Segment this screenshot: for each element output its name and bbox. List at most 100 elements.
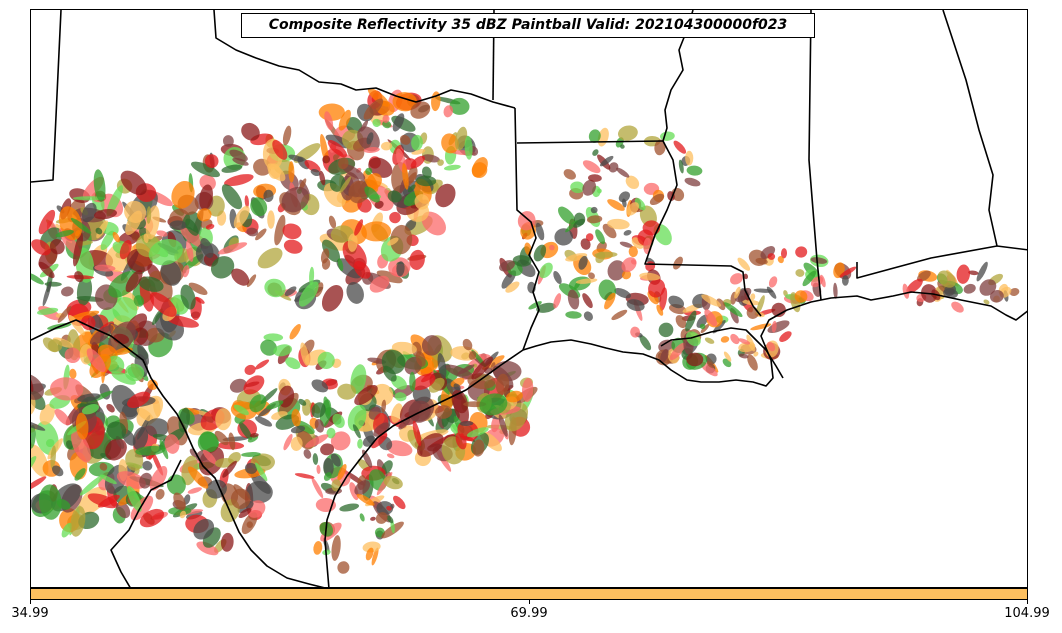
reflectivity-blob: [115, 501, 131, 519]
border-ar-la: [516, 140, 664, 144]
reflectivity-blob: [77, 393, 101, 402]
reflectivity-blob: [169, 220, 187, 231]
reflectivity-blob: [704, 309, 718, 327]
reflectivity-blob: [132, 426, 149, 450]
reflectivity-blob: [795, 246, 808, 258]
reflectivity-blob: [81, 202, 97, 223]
reflectivity-blob: [517, 211, 536, 231]
reflectivity-blob: [839, 266, 857, 278]
reflectivity-blob: [771, 302, 786, 318]
reflectivity-blob: [706, 361, 715, 369]
reflectivity-blob: [471, 356, 493, 380]
reflectivity-blob: [357, 438, 363, 449]
reflectivity-blob: [61, 286, 74, 297]
reflectivity-blob: [323, 472, 332, 481]
reflectivity-blob: [202, 449, 217, 465]
colorbar-tick-label-left: 34.99: [11, 606, 49, 621]
reflectivity-blob: [290, 425, 306, 434]
reflectivity-blob: [386, 505, 392, 511]
reflectivity-blob: [106, 421, 127, 440]
reflectivity-blob: [233, 404, 249, 416]
reflectivity-blob: [283, 434, 293, 451]
reflectivity-blob: [290, 436, 303, 451]
reflectivity-blob: [365, 547, 374, 561]
reflectivity-blob: [182, 265, 190, 278]
reflectivity-blob: [376, 501, 394, 516]
reflectivity-blob: [81, 404, 100, 415]
reflectivity-blob: [31, 374, 34, 392]
reflectivity-blob: [304, 160, 321, 173]
reflectivity-blob: [512, 255, 532, 267]
reflectivity-blob: [142, 460, 153, 471]
reflectivity-blob: [554, 228, 573, 246]
colorbar-tick-label-right: 104.99: [1004, 606, 1050, 621]
reflectivity-blob: [720, 336, 730, 343]
reflectivity-blob: [365, 167, 373, 175]
reflectivity-blob: [422, 154, 440, 163]
reflectivity-blob: [74, 468, 86, 481]
reflectivity-blob: [716, 298, 726, 311]
reflectivity-blob: [590, 206, 598, 214]
reflectivity-blob: [684, 177, 701, 187]
reflectivity-blob: [630, 259, 637, 265]
reflectivity-blob: [625, 175, 640, 189]
reflectivity-blob: [54, 408, 71, 426]
reflectivity-blob: [249, 394, 267, 413]
reflectivity-blob: [756, 295, 765, 315]
reflectivity-blob: [326, 427, 336, 439]
reflectivity-blob: [116, 471, 146, 489]
reflectivity-blob: [437, 353, 447, 379]
reflectivity-blob: [753, 351, 759, 357]
reflectivity-blob: [187, 487, 202, 494]
reflectivity-blob: [255, 416, 273, 427]
reflectivity-blob: [578, 255, 588, 270]
reflectivity-blob: [68, 314, 85, 336]
reflectivity-blob: [696, 314, 709, 328]
reflectivity-blob: [607, 218, 630, 230]
reflectivity-blob: [630, 326, 641, 338]
reflectivity-blob: [617, 125, 638, 141]
reflectivity-blob: [139, 508, 165, 528]
border-mississippi: [644, 10, 762, 317]
reflectivity-blob: [673, 256, 683, 270]
reflectivity-blob: [224, 174, 254, 187]
reflectivity-blob: [285, 357, 301, 370]
reflectivity-blob: [553, 293, 562, 309]
reflectivity-blob: [346, 117, 363, 134]
reflectivity-blob: [38, 209, 56, 235]
reflectivity-blob: [668, 295, 685, 309]
reflectivity-blob: [246, 227, 259, 237]
reflectivity-blob: [221, 164, 243, 173]
reflectivity-blob: [190, 161, 221, 178]
reflectivity-blob: [193, 518, 215, 540]
reflectivity-blob: [310, 168, 321, 177]
colorbar-tick-label-middle: 69.99: [510, 606, 548, 621]
reflectivity-blob: [320, 443, 335, 456]
reflectivity-blob: [453, 383, 461, 391]
reflectivity-blob: [472, 439, 485, 457]
reflectivity-blob: [260, 339, 277, 356]
reflectivity-blob: [220, 532, 234, 552]
texas-coastline: [324, 349, 524, 587]
reflectivity-blob: [607, 260, 626, 281]
reflectivity-blob: [111, 371, 136, 385]
reflectivity-blob: [31, 272, 44, 285]
reflectivity-blob: [616, 167, 630, 178]
reflectivity-blob: [421, 335, 442, 356]
reflectivity-blob: [156, 230, 168, 237]
reflectivity-blob: [414, 194, 430, 210]
reflectivity-blob: [443, 105, 454, 118]
reflectivity-blob: [347, 404, 367, 432]
colorbar-tick-right: [1027, 600, 1028, 604]
reflectivity-blob: [323, 458, 334, 477]
reflectivity-blob: [241, 122, 260, 141]
reflectivity-blob: [124, 363, 145, 382]
reflectivity-blob: [979, 279, 997, 296]
reflectivity-blob: [595, 229, 606, 245]
reflectivity-blob: [112, 297, 138, 323]
reflectivity-blob: [392, 113, 405, 132]
reflectivity-blob: [55, 229, 74, 238]
reflectivity-blob: [366, 132, 374, 145]
reflectivity-blob: [136, 407, 154, 422]
reflectivity-blob: [660, 348, 669, 363]
